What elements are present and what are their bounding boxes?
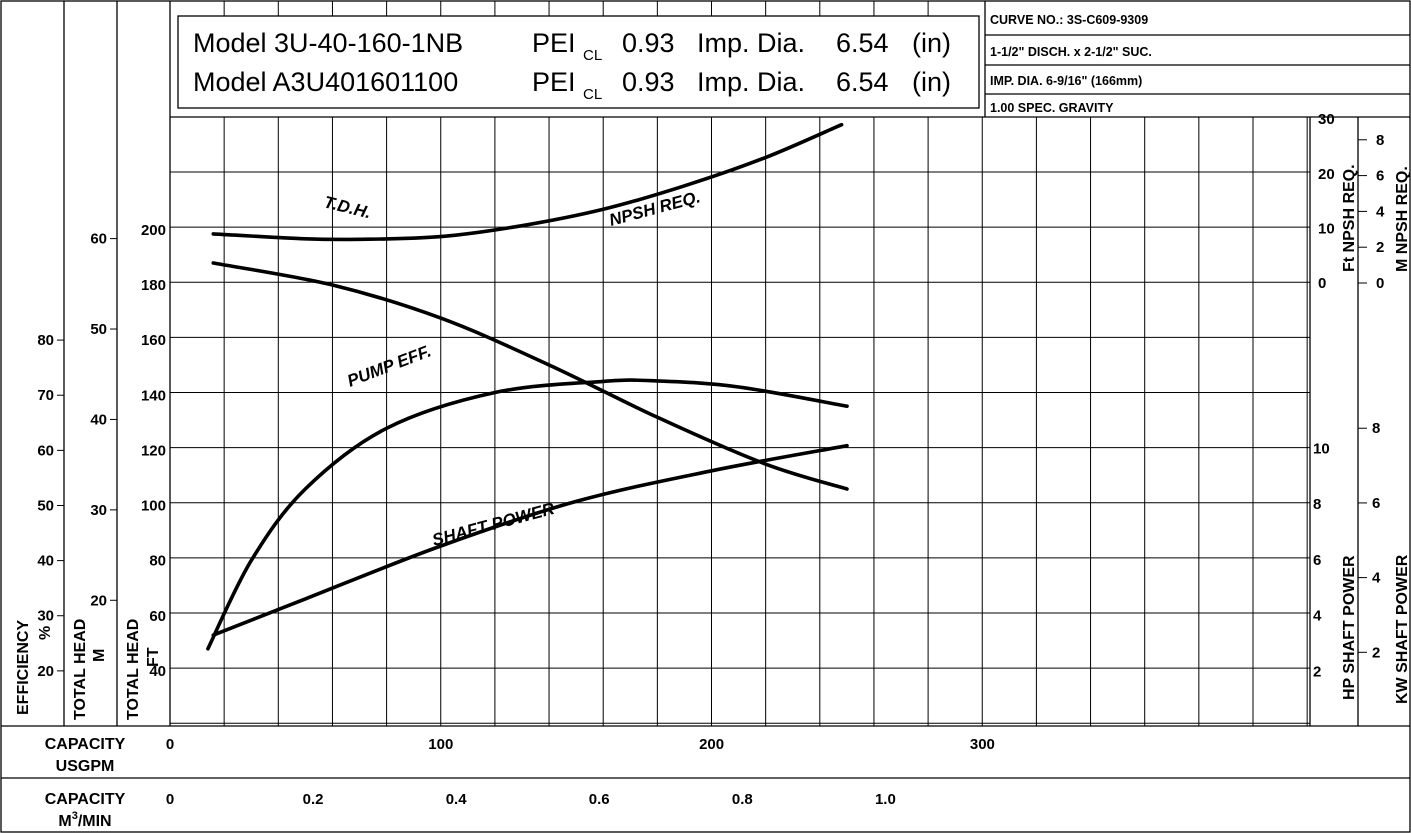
m-npsh-req-label: M NPSH REQ. <box>1394 166 1411 272</box>
axis-titles: EFFICIENCY % TOTAL HEAD M TOTAL HEAD FT … <box>15 164 1411 720</box>
total-head-m-unit-label: M <box>91 649 108 662</box>
total-head-ft-tick: 60 <box>149 608 166 625</box>
npsh-ft-tick: 0 <box>1318 275 1326 292</box>
total-head-m-label: TOTAL HEAD <box>72 619 89 720</box>
pump-eff-curve <box>206 378 849 651</box>
specific-gravity: 1.00 SPEC. GRAVITY <box>990 101 1114 115</box>
curve-labels: T.D.H. NPSH REQ. PUMP EFF. SHAFT POWER <box>322 187 702 550</box>
capacity-usgpm-axis: 0 100 200 300 <box>166 736 995 753</box>
total-head-ft-tick: 80 <box>149 553 166 570</box>
capacity-m3-tick: 0.2 <box>303 791 324 808</box>
npsh-m-tick: 2 <box>1376 239 1384 256</box>
capacity-m3-tick: 0.8 <box>732 791 753 808</box>
total-head-ft-tick: 160 <box>141 332 166 349</box>
total-head-ft-tick: 180 <box>141 277 166 294</box>
npsh-req-curve <box>211 122 844 242</box>
kw-tick: 2 <box>1372 644 1380 661</box>
npsh-ft-axis: 0 10 20 30 <box>1318 111 1335 292</box>
capacity-m3-tick: 1.0 <box>875 791 896 808</box>
capacity-labels: CAPACITY USGPM CAPACITY M3/MIN <box>45 736 126 830</box>
npsh-m-tick: 6 <box>1376 168 1384 185</box>
kw-tick: 8 <box>1372 420 1380 437</box>
capacity-usgpm-tick: 200 <box>699 736 724 753</box>
capacity-usgpm-label: CAPACITY <box>45 736 126 753</box>
hp-tick: 6 <box>1313 552 1321 569</box>
npsh-m-tick: 0 <box>1376 275 1384 292</box>
total-head-ft-tick: 120 <box>141 442 166 459</box>
capacity-m3-label: CAPACITY <box>45 791 126 808</box>
capacity-m3-axis: 0 0.2 0.4 0.6 0.8 1.0 <box>166 791 896 808</box>
total-head-ft-tick: 140 <box>141 387 166 404</box>
capacity-m3-unit: M3/MIN <box>58 810 111 830</box>
total-head-m-tick: 40 <box>90 411 107 428</box>
efficiency-tick: 40 <box>37 553 54 570</box>
shaft-power-curve <box>211 443 849 637</box>
total-head-m-tick: 20 <box>90 592 107 609</box>
shaft-power-curve-label: SHAFT POWER <box>430 499 557 550</box>
kw-shaft-power-label: KW SHAFT POWER <box>1394 554 1411 704</box>
title-line-1: Model 3U-40-160-1NB PEI CL 0.93 Imp. Dia… <box>193 28 951 66</box>
title-block: Model 3U-40-160-1NB PEI CL 0.93 Imp. Dia… <box>177 15 980 109</box>
hp-axis: 2 4 6 8 10 <box>1313 441 1330 681</box>
efficiency-unit-label: % <box>37 626 54 640</box>
capacity-usgpm-tick: 100 <box>428 736 453 753</box>
tdh-curve <box>211 261 849 491</box>
hp-tick: 4 <box>1313 608 1322 625</box>
capacity-usgpm-tick: 300 <box>970 736 995 753</box>
curve-number: CURVE NO.: 3S-C609-9309 <box>990 13 1148 27</box>
grid-lines <box>170 1 1310 726</box>
efficiency-axis: 20 30 40 50 60 70 80 <box>37 332 64 680</box>
efficiency-tick: 80 <box>37 332 54 349</box>
efficiency-tick: 20 <box>37 663 54 680</box>
total-head-m-tick: 30 <box>90 502 107 519</box>
npsh-m-tick: 8 <box>1376 132 1384 149</box>
title-line-2: Model A3U401601100 PEI CL 0.93 Imp. Dia.… <box>193 67 951 105</box>
kw-tick: 4 <box>1372 570 1381 587</box>
total-head-ft-tick: 100 <box>141 498 166 515</box>
hp-tick: 2 <box>1313 663 1321 680</box>
efficiency-label: EFFICIENCY <box>15 620 32 715</box>
efficiency-tick: 50 <box>37 497 54 514</box>
capacity-usgpm-unit: USGPM <box>56 758 115 775</box>
npsh-ft-tick: 30 <box>1318 111 1335 128</box>
total-head-ft-tick: 40 <box>149 663 166 680</box>
npsh-ft-tick: 20 <box>1318 166 1335 183</box>
impeller-diameter: IMP. DIA. 6-9/16" (166mm) <box>990 74 1142 88</box>
capacity-usgpm-tick: 0 <box>166 736 174 753</box>
npsh-ft-tick: 10 <box>1318 220 1335 237</box>
kw-axis: 2 4 6 8 <box>1358 420 1381 661</box>
total-head-m-axis: 20 30 40 50 60 <box>90 231 117 609</box>
ft-npsh-req-label: Ft NPSH REQ. <box>1341 164 1358 272</box>
efficiency-tick: 70 <box>37 387 54 404</box>
performance-curves <box>206 122 849 651</box>
total-head-m-tick: 50 <box>90 321 107 338</box>
total-head-m-tick: 60 <box>90 231 107 248</box>
capacity-m3-tick: 0.6 <box>589 791 610 808</box>
hp-tick: 10 <box>1313 441 1330 458</box>
npsh-m-tick: 4 <box>1376 203 1385 220</box>
npsh-m-axis: 0 2 4 6 8 <box>1358 132 1385 292</box>
hp-shaft-power-label: HP SHAFT POWER <box>1341 555 1358 700</box>
total-head-ft-label: TOTAL HEAD <box>125 619 142 720</box>
discharge-suction: 1-1/2" DISCH. x 2-1/2" SUC. <box>990 45 1152 59</box>
kw-tick: 6 <box>1372 495 1380 512</box>
hp-tick: 8 <box>1313 496 1321 513</box>
capacity-m3-tick: 0 <box>166 791 174 808</box>
total-head-ft-unit-label: FT <box>145 647 162 667</box>
total-head-ft-axis: 40 60 80 100 120 140 160 180 200 <box>141 222 166 680</box>
pump-eff-curve-label: PUMP EFF. <box>345 341 434 390</box>
tdh-curve-label: T.D.H. <box>322 192 373 222</box>
capacity-m3-tick: 0.4 <box>446 791 468 808</box>
efficiency-tick: 60 <box>37 442 54 459</box>
efficiency-tick: 30 <box>37 608 54 625</box>
info-block: CURVE NO.: 3S-C609-9309 1-1/2" DISCH. x … <box>984 1 1410 117</box>
total-head-ft-tick: 200 <box>141 222 166 239</box>
